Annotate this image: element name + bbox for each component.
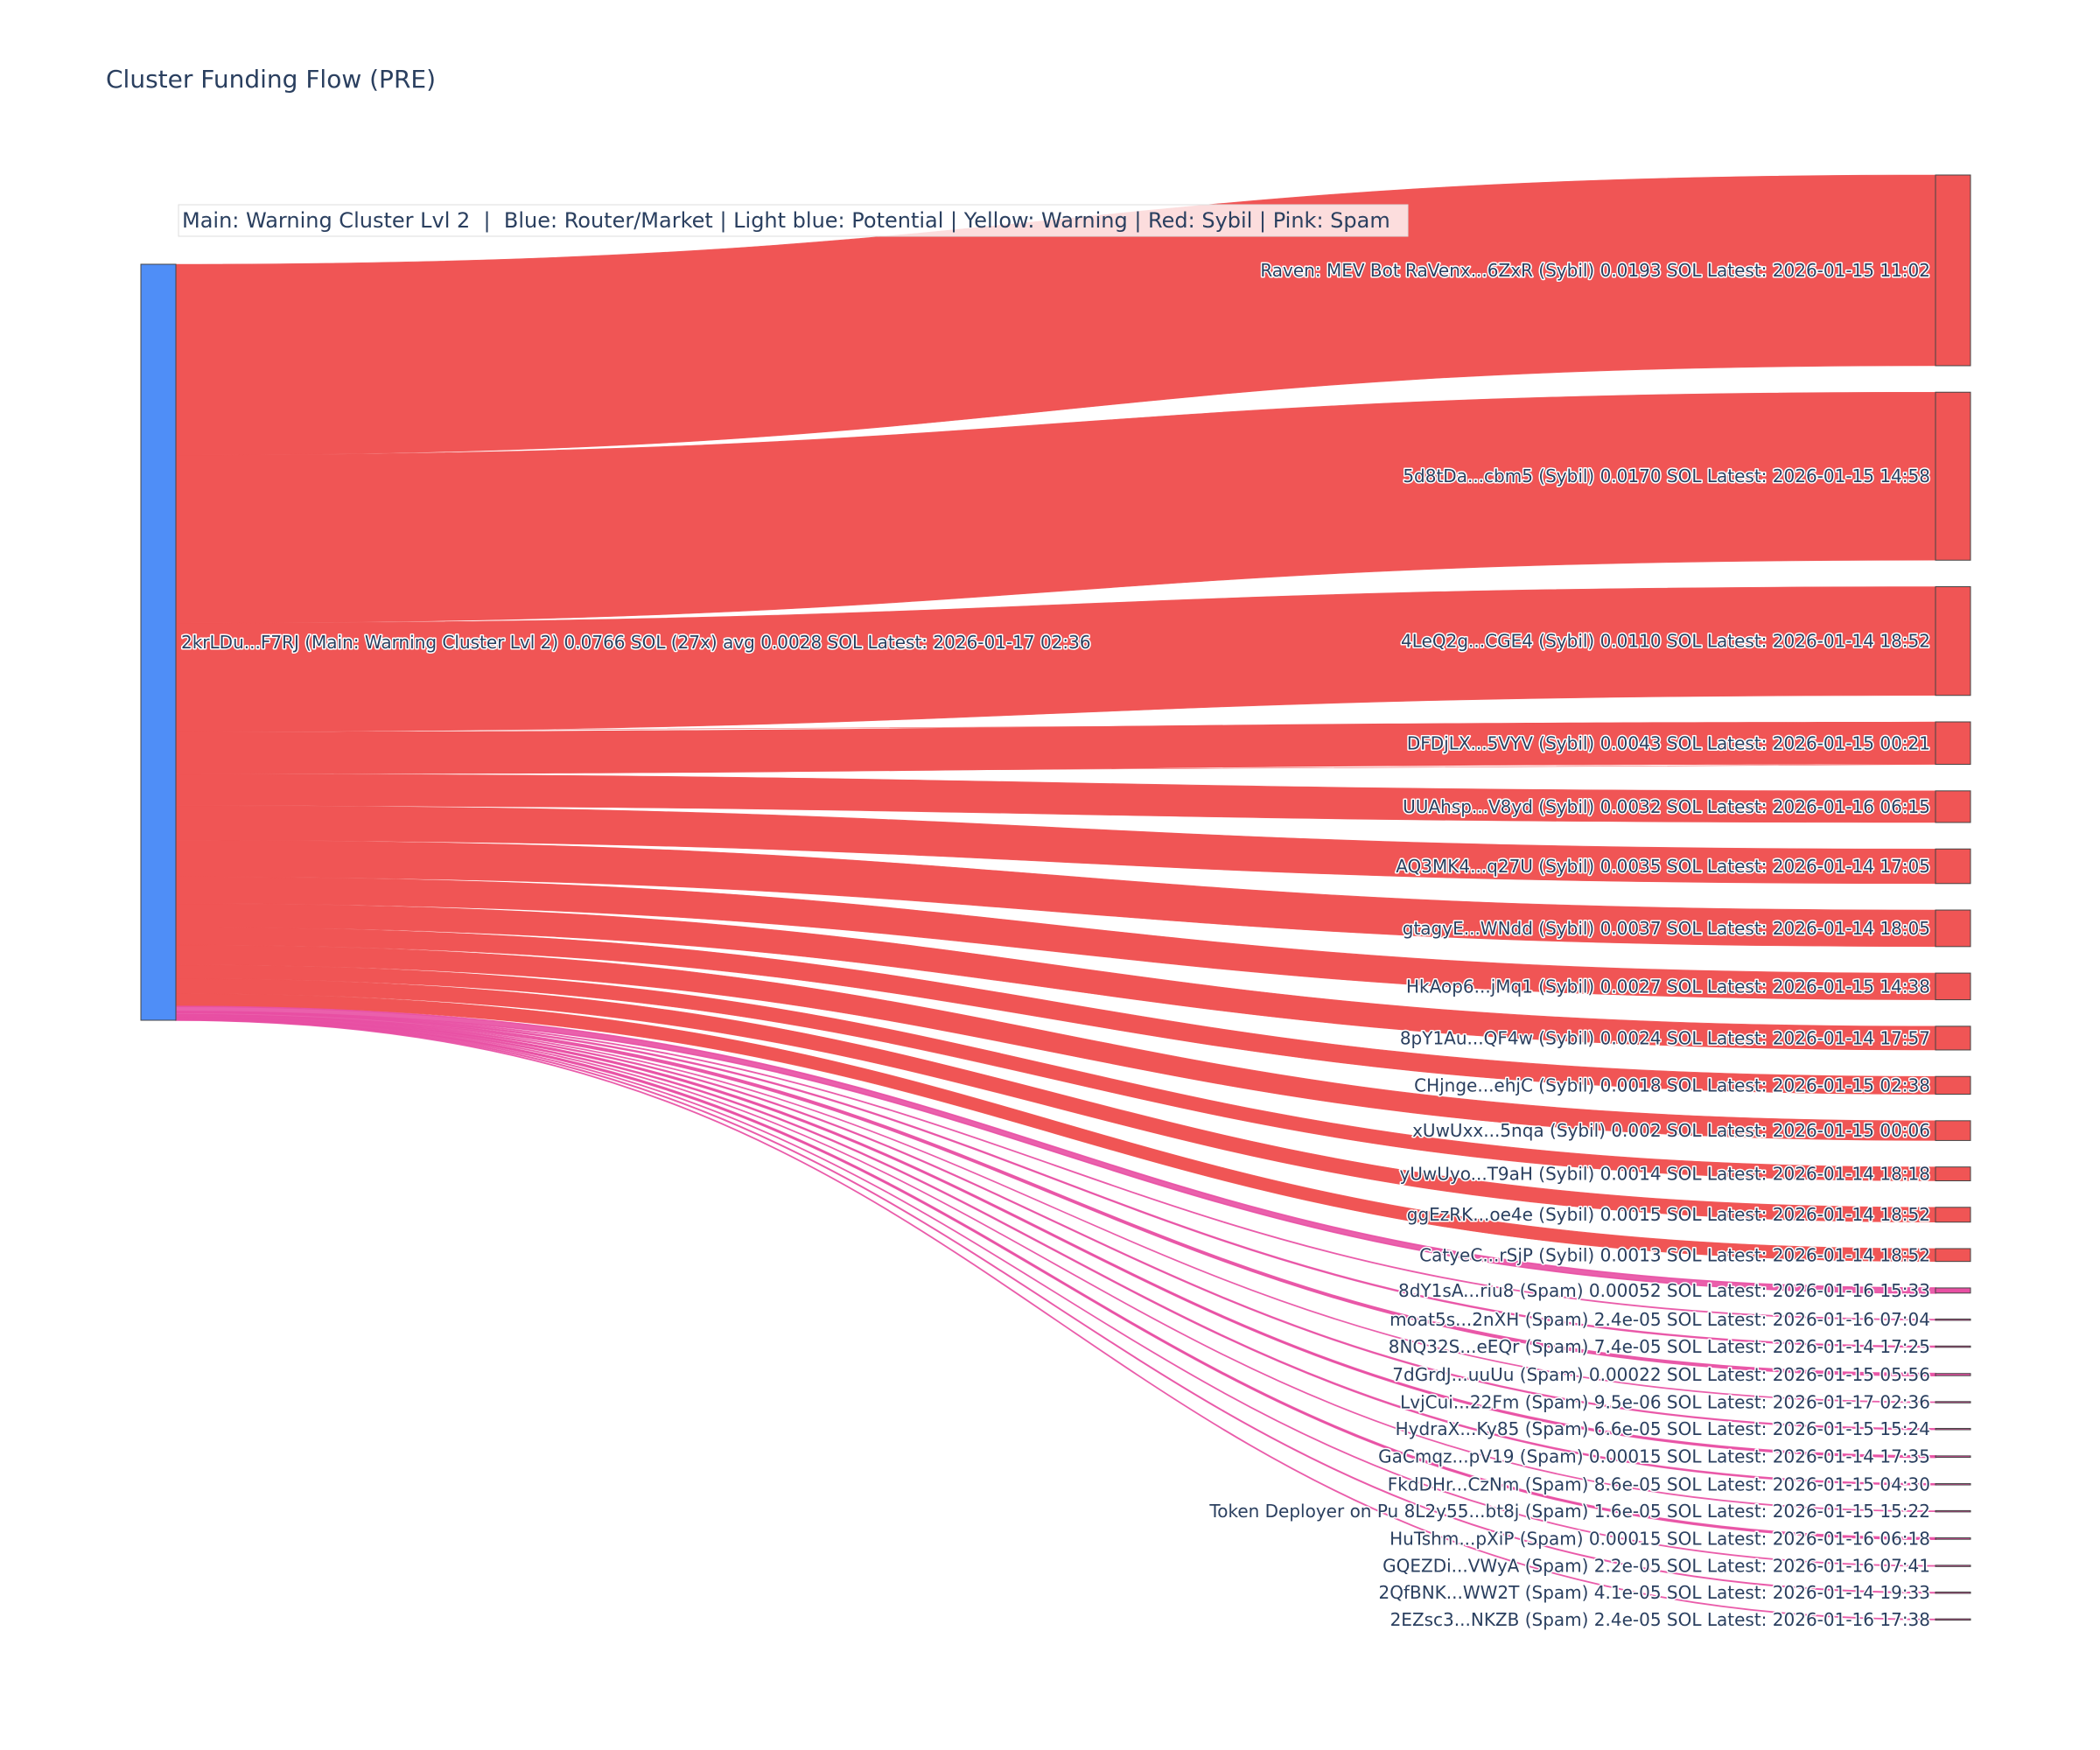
sankey-target-node-2	[1935, 391, 1971, 561]
sankey-target-label-15: 8dY1sA...riu8 (Spam) 0.00052 SOL Latest:…	[1398, 1280, 1930, 1301]
sankey-target-node-22	[1935, 1483, 1971, 1486]
sankey-target-label-16: moat5s...2nXH (Spam) 2.4e-05 SOL Latest:…	[1390, 1309, 1930, 1330]
sankey-target-node-15	[1935, 1287, 1971, 1294]
sankey-target-node-19	[1935, 1401, 1971, 1404]
sankey-target-label-2: 5d8tDa...cbm5 (Sybil) 0.0170 SOL Latest:…	[1403, 466, 1930, 486]
sankey-target-node-9	[1935, 1026, 1971, 1051]
sankey-target-label-3: 4LeQ2g...CGE4 (Sybil) 0.0110 SOL Latest:…	[1401, 631, 1930, 652]
sankey-target-label-22: FkdDHr...CzNm (Spam) 8.6e-05 SOL Latest:…	[1388, 1474, 1930, 1494]
sankey-target-label-1: Raven: MEV Bot RaVenx...6ZxR (Sybil) 0.0…	[1260, 260, 1930, 281]
sankey-target-label-18: 7dGrdJ...uuUu (Spam) 0.00022 SOL Latest:…	[1392, 1364, 1930, 1385]
sankey-target-label-13: ggEzRK...oe4e (Sybil) 0.0015 SOL Latest:…	[1407, 1204, 1930, 1225]
sankey-target-label-23: Token Deployer on Pu 8L2y55...bt8j (Spam…	[1208, 1501, 1930, 1522]
sankey-target-label-11: xUwUxx...5nqa (Sybil) 0.002 SOL Latest: …	[1412, 1120, 1930, 1141]
sankey-nodes	[140, 174, 1971, 1621]
sankey-target-node-8	[1935, 972, 1971, 1001]
sankey-target-label-21: GaCmqz...pV19 (Spam) 0.00015 SOL Latest:…	[1378, 1446, 1930, 1467]
sankey-target-node-14	[1935, 1248, 1971, 1263]
sankey-target-node-1	[1935, 174, 1971, 367]
sankey-target-node-23	[1935, 1509, 1971, 1513]
sankey-target-node-4	[1935, 721, 1971, 766]
sankey-target-node-3	[1935, 586, 1971, 696]
sankey-target-label-5: UUAhsp...V8yd (Sybil) 0.0032 SOL Latest:…	[1403, 796, 1930, 817]
sankey-target-label-24: HuTshm...pXiP (Spam) 0.00015 SOL Latest:…	[1390, 1528, 1930, 1549]
sankey-source-node	[140, 263, 177, 1021]
sankey-target-label-20: HydraX...Ky85 (Spam) 6.6e-05 SOL Latest:…	[1396, 1418, 1930, 1439]
sankey-links	[175, 174, 1936, 1620]
sankey-target-node-10	[1935, 1075, 1971, 1096]
sankey-target-label-25: GQEZDi...VWyA (Spam) 2.2e-05 SOL Latest:…	[1382, 1556, 1930, 1577]
sankey-target-node-25	[1935, 1564, 1971, 1567]
sankey-target-label-9: 8pY1Au...QF4w (Sybil) 0.0024 SOL Latest:…	[1400, 1027, 1930, 1048]
sankey-target-node-7	[1935, 909, 1971, 948]
sankey-target-node-5	[1935, 790, 1971, 823]
sankey-target-label-8: HkAop6...jMq1 (Sybil) 0.0027 SOL Latest:…	[1406, 976, 1930, 997]
legend-annotation: Main: Warning Cluster Lvl 2 | Blue: Rout…	[182, 208, 1390, 233]
sankey-target-label-27: 2EZsc3...NKZB (Spam) 2.4e-05 SOL Latest:…	[1390, 1609, 1930, 1630]
sankey-target-node-17	[1935, 1345, 1971, 1348]
sankey-target-node-6	[1935, 848, 1971, 885]
sankey-target-node-16	[1935, 1318, 1971, 1321]
sankey-target-label-7: gtagyE...WNdd (Sybil) 0.0037 SOL Latest:…	[1403, 918, 1930, 939]
sankey-target-node-24	[1935, 1537, 1971, 1540]
sankey-target-node-27	[1935, 1618, 1971, 1621]
sankey-target-node-21	[1935, 1455, 1971, 1459]
sankey-target-node-18	[1935, 1373, 1971, 1376]
sankey-target-node-12	[1935, 1166, 1971, 1181]
sankey-target-node-26	[1935, 1591, 1971, 1594]
sankey-target-label-10: CHjnge...ehjC (Sybil) 0.0018 SOL Latest:…	[1414, 1074, 1930, 1096]
sankey-target-label-14: CatyeC...rSjP (Sybil) 0.0013 SOL Latest:…	[1419, 1244, 1930, 1265]
legend-background	[178, 204, 1409, 237]
sankey-target-label-17: 8NQ32S...eEQr (Spam) 7.4e-05 SOL Latest:…	[1389, 1336, 1930, 1357]
chart-title: Cluster Funding Flow (PRE)	[106, 65, 436, 94]
sankey-target-node-20	[1935, 1427, 1971, 1431]
sankey-target-label-19: LvjCui...22Fm (Spam) 9.5e-06 SOL Latest:…	[1400, 1392, 1930, 1413]
sankey-target-label-12: yUwUyo...T9aH (Sybil) 0.0014 SOL Latest:…	[1399, 1164, 1930, 1185]
sankey-labels: Raven: MEV Bot RaVenx...6ZxR (Sybil) 0.0…	[180, 258, 1932, 1631]
sankey-target-label-6: AQ3MK4...q27U (Sybil) 0.0035 SOL Latest:…	[1396, 856, 1930, 877]
sankey-target-node-13	[1935, 1207, 1971, 1223]
sankey-source-label: 2krLDu...F7RJ (Main: Warning Cluster Lvl…	[181, 632, 1091, 653]
sankey-target-node-11	[1935, 1120, 1971, 1141]
sankey-target-label-26: 2QfBNK...WW2T (Spam) 4.1e-05 SOL Latest:…	[1378, 1582, 1930, 1603]
sankey-target-label-4: DFDjLX...5VYV (Sybil) 0.0043 SOL Latest:…	[1407, 732, 1930, 753]
